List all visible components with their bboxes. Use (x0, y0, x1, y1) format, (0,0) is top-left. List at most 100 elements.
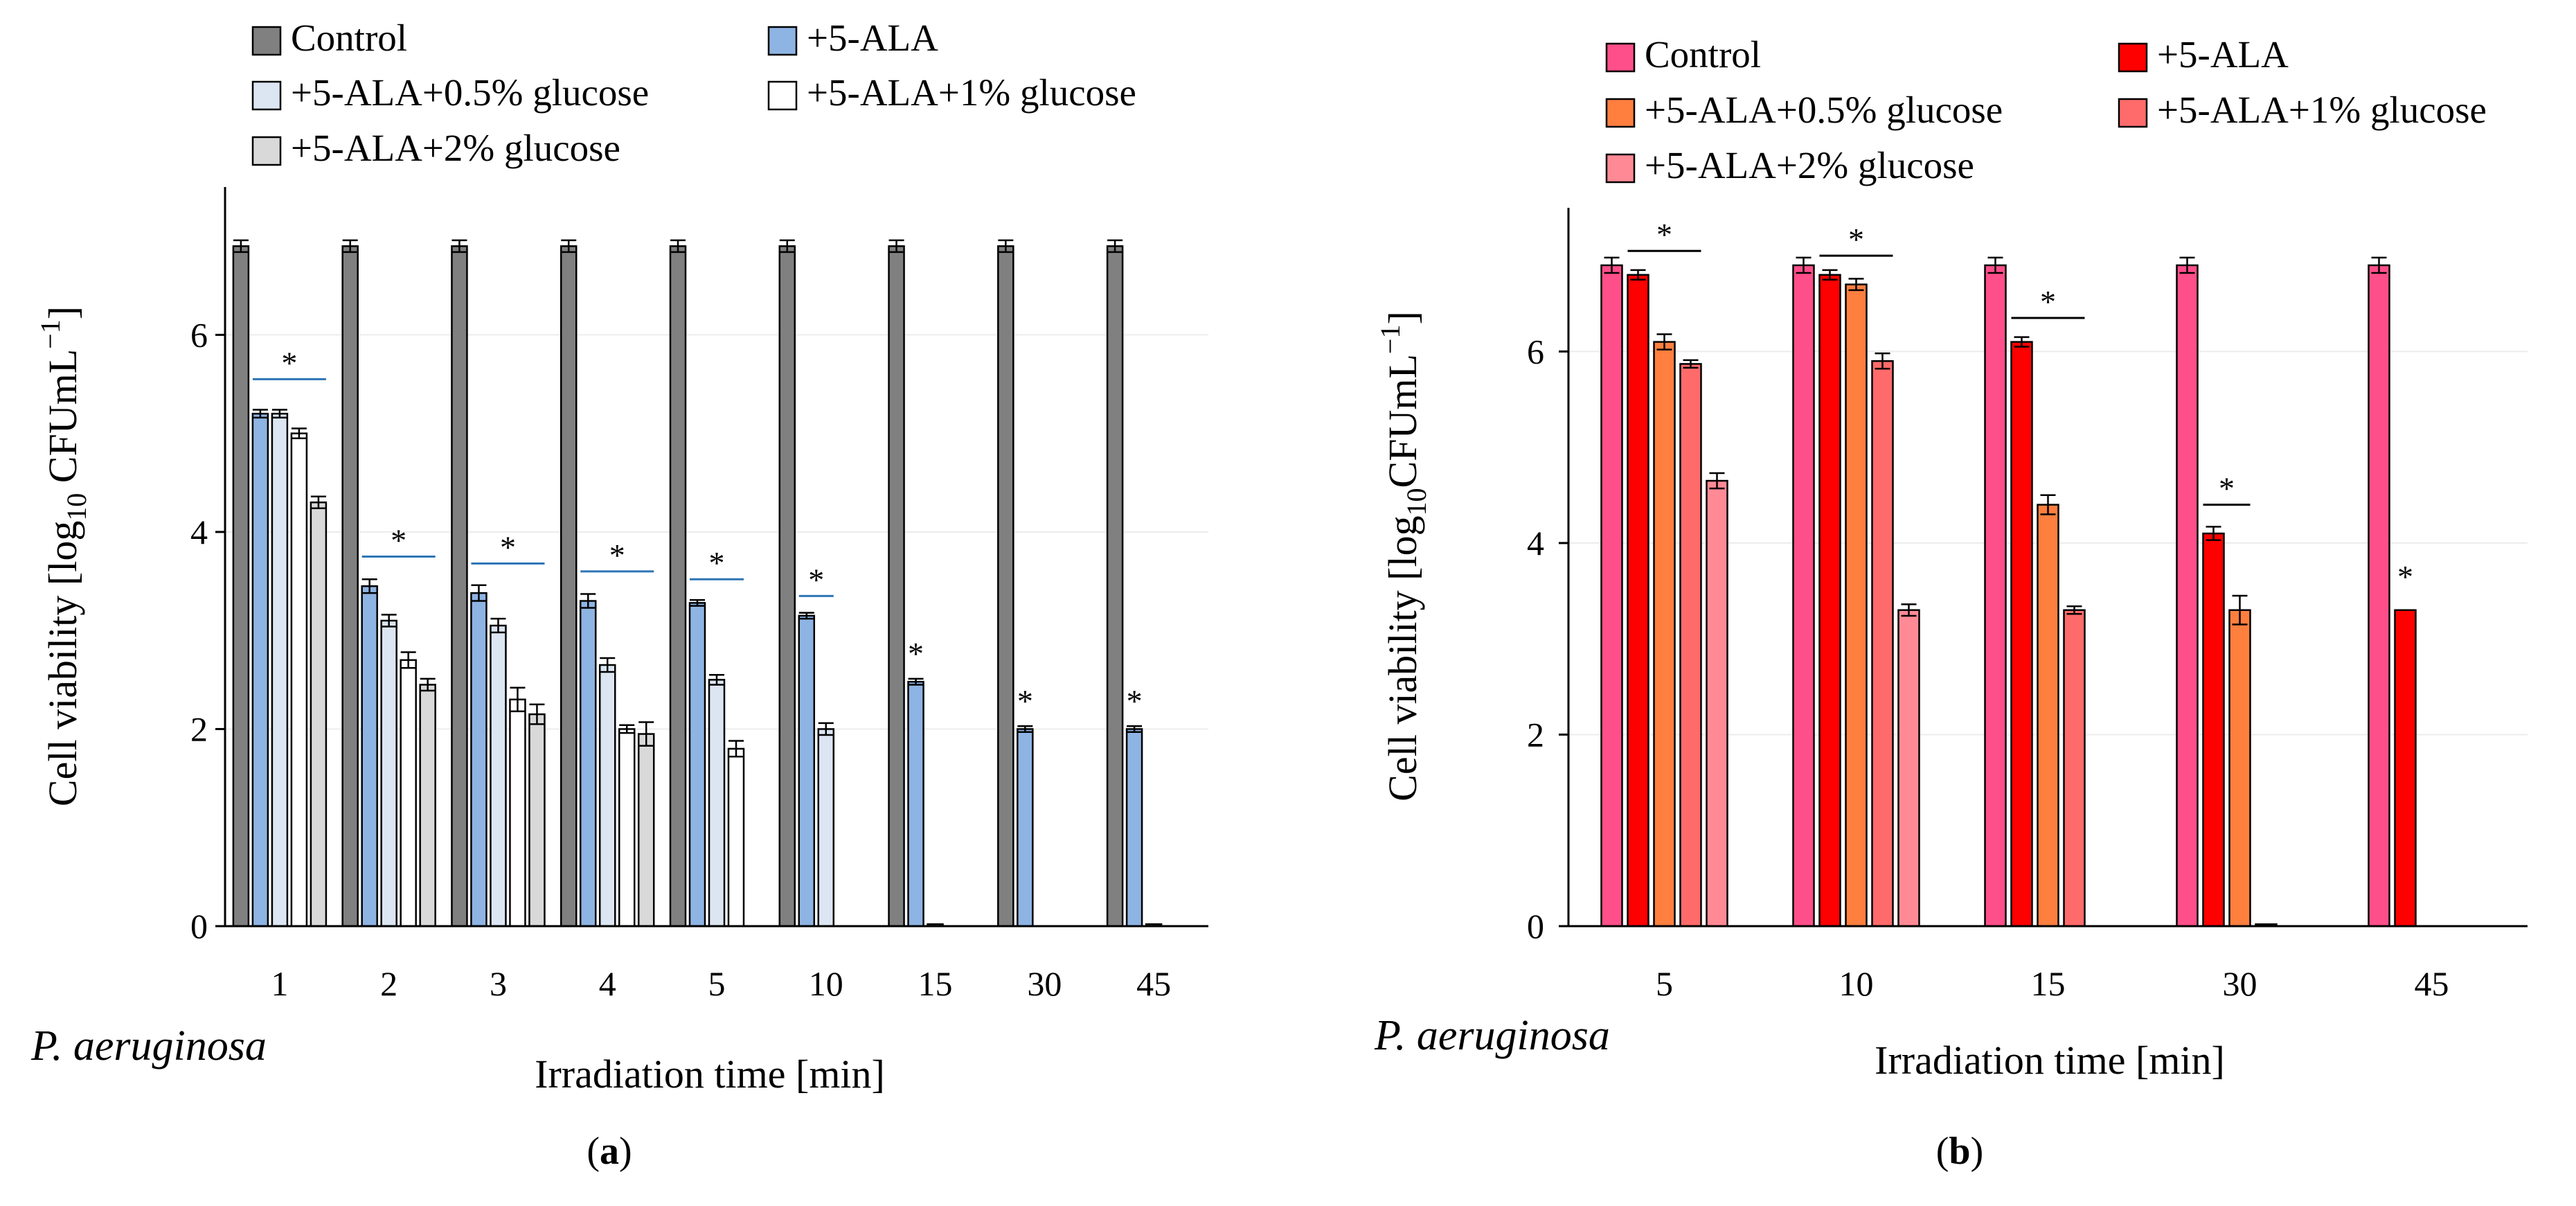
legend-swatch (2118, 98, 2148, 128)
significance-star: * (1017, 683, 1033, 718)
legend-label: +5-ALA+0.5% glucose (1645, 89, 2003, 131)
bar-a-1-8 (1125, 728, 1143, 928)
legend-label: +5-ALA+1% glucose (807, 71, 1136, 114)
y-tick-label: 0 (190, 907, 208, 946)
bar-b-1-1 (1818, 274, 1841, 928)
legend-label: +5-ALA+2% glucose (1645, 144, 1974, 186)
bar-a-1-6 (907, 680, 924, 928)
y-tick-label: 2 (1527, 715, 1544, 754)
significance-star: * (709, 545, 725, 580)
legend-swatch (1605, 153, 1636, 184)
y-axis-title-part: −1 (35, 319, 66, 349)
x-tick-label: 5 (708, 964, 726, 1003)
bar-a-0-8 (1106, 245, 1124, 928)
legend-label: Control (291, 17, 407, 59)
bar-a-3-3 (618, 728, 636, 928)
y-axis-title-part: Cell viability [log (40, 521, 85, 806)
legend-label: +5-ALA+2% glucose (291, 127, 620, 169)
y-tick-label: 4 (1527, 524, 1544, 562)
bar-a-2-4 (708, 679, 726, 928)
significance-star: * (281, 345, 297, 380)
bar-a-1-0 (251, 412, 269, 928)
caption-letter: a (600, 1130, 619, 1173)
x-tick-label: 15 (2031, 964, 2066, 1003)
legend-swatch (251, 26, 282, 56)
significance-star: * (908, 636, 924, 671)
legend-label: +5-ALA (2157, 33, 2289, 76)
legend-label: +5-ALA+1% glucose (2157, 89, 2487, 131)
bar-a-2-3 (598, 664, 616, 928)
caption-paren: ( (587, 1130, 600, 1173)
bar-a-1-7 (1017, 728, 1034, 928)
x-axis-title: Irradiation time [min] (535, 1052, 885, 1097)
legend-b: Control +5-ALA +5-ALA+0.5% glucose +5-ALA+1… (1605, 33, 2487, 186)
bar-a-1-4 (688, 602, 706, 928)
bar-a-4-0 (310, 502, 328, 928)
bar-a-0-6 (888, 245, 905, 928)
species-label: P. aeruginosa (30, 1022, 267, 1070)
legend-label: +5-ALA+0.5% glucose (291, 71, 649, 114)
x-tick-label: 30 (2223, 964, 2257, 1003)
bar-b-1-0 (1627, 274, 1649, 928)
y-axis-title-part: CFUmL (1380, 354, 1425, 488)
bar-a-0-5 (778, 245, 796, 928)
x-tick-label: 45 (2415, 964, 2449, 1003)
significance-star: * (1656, 217, 1672, 252)
bar-b-3-0 (1679, 363, 1702, 928)
bar-a-0-3 (560, 245, 578, 928)
species-label: P. aeruginosa (1374, 1012, 1610, 1059)
y-tick-label: 2 (190, 709, 208, 748)
bar-b-3-2 (2063, 609, 2086, 928)
legend-swatch (1605, 98, 1636, 128)
y-tick-label: 4 (190, 513, 208, 551)
bar-a-1-5 (798, 614, 816, 928)
panel-caption: (a) (587, 1130, 632, 1173)
x-tick-label: 10 (809, 964, 843, 1003)
caption-paren: ( (1936, 1130, 1949, 1173)
y-axis-title: Cell viability [log10CFUmL−1] (1375, 311, 1432, 801)
bar-a-4-3 (637, 733, 655, 928)
y-axis-title-part: 10 (1401, 488, 1432, 515)
bar-a-3-1 (400, 659, 417, 928)
significance-star: * (2397, 559, 2413, 594)
legend-label: +5-ALA (807, 17, 938, 59)
y-axis-title-part: ] (40, 306, 85, 319)
x-tick-label: 15 (918, 964, 953, 1003)
y-tick-label: 6 (1527, 332, 1544, 371)
bar-a-4-2 (528, 713, 546, 928)
bar-a-4-1 (419, 684, 436, 928)
bar-a-0-1 (341, 245, 359, 928)
y-axis-title-part: −1 (1375, 324, 1406, 354)
bar-a-0-7 (997, 245, 1014, 928)
y-tick-label: 6 (190, 315, 208, 354)
significance-star: * (808, 562, 824, 597)
bar-a-1-2 (470, 592, 488, 928)
x-tick-label: 1 (271, 964, 288, 1003)
caption-paren: ) (1971, 1130, 1984, 1173)
bar-b-2-0 (1653, 341, 1676, 928)
significance-star: * (1127, 683, 1143, 718)
bar-b-4-0 (1706, 479, 1728, 928)
x-tick-label: 2 (380, 964, 397, 1003)
bar-a-2-2 (490, 624, 507, 928)
bar-a-0-2 (451, 245, 468, 928)
bar-b-2-2 (2037, 504, 2059, 928)
bar-b-2-3 (2228, 609, 2251, 928)
x-tick-label: 3 (490, 964, 507, 1003)
bar-b-2-1 (1845, 283, 1868, 928)
bar-b-0-1 (1792, 264, 1815, 928)
bar-b-0-2 (1984, 264, 2007, 928)
legend-swatch (767, 80, 798, 111)
bar-a-0-0 (232, 245, 250, 928)
bar-a-1-3 (579, 600, 597, 928)
y-axis-title-part: Cell viability [log (1380, 515, 1425, 801)
bar-a-1-1 (361, 585, 378, 928)
legend-a: Control +5-ALA +5-ALA+0.5% glucose +5-ALA+1… (251, 17, 1136, 169)
bar-b-0-3 (2176, 264, 2199, 928)
bar-a-2-0 (271, 412, 289, 928)
significance-star: * (500, 529, 516, 565)
x-tick-label: 5 (1656, 964, 1673, 1003)
bar-b-0-4 (2368, 264, 2390, 928)
legend-label: Control (1645, 33, 1761, 76)
